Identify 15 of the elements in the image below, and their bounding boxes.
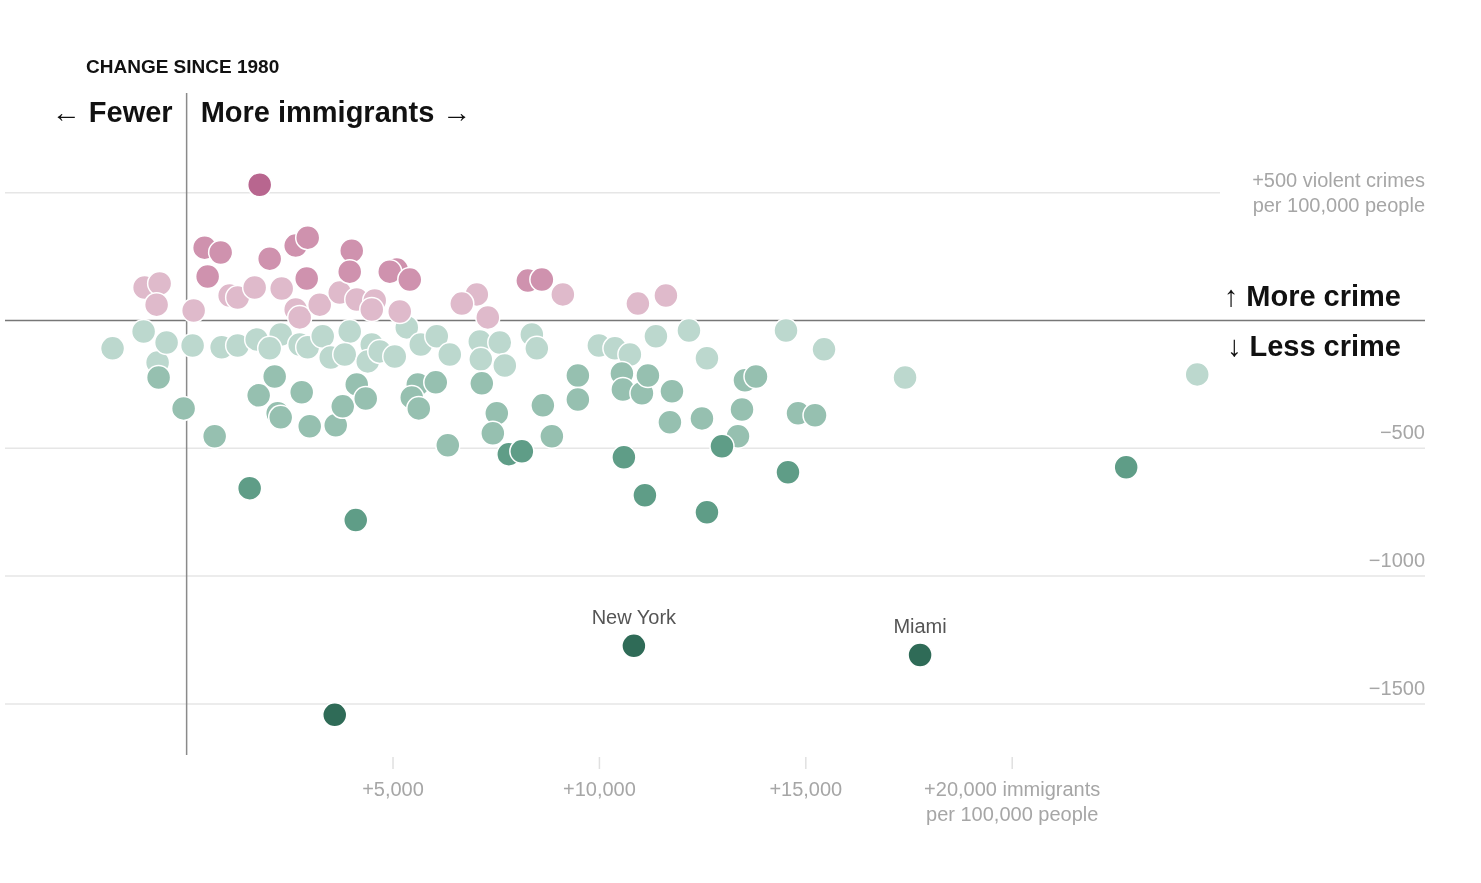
- y-tick-label: +500 violent crimes per 100,000 people: [1252, 169, 1425, 217]
- annotation: ← Fewer: [51, 96, 173, 128]
- annotation: ↓ Less crime: [1226, 330, 1401, 363]
- y-tick-label: −1000: [1368, 549, 1425, 572]
- annotation: New York: [591, 605, 678, 628]
- y-tick-label: −1500: [1368, 676, 1425, 699]
- x-tick-label: +15,000: [769, 778, 843, 800]
- annotation: ↑ More crime: [1223, 280, 1401, 313]
- x-tick-label: +5,000: [362, 778, 424, 800]
- annotation: Miami: [893, 615, 947, 638]
- annotation: More immigrants →: [200, 96, 472, 128]
- chart-title: CHANGE SINCE 1980: [86, 56, 280, 77]
- x-tick-label: +20,000 immigrants per 100,000 people: [924, 778, 1101, 825]
- y-tick-label: −500: [1379, 421, 1425, 444]
- x-tick-label: +10,000: [562, 778, 636, 800]
